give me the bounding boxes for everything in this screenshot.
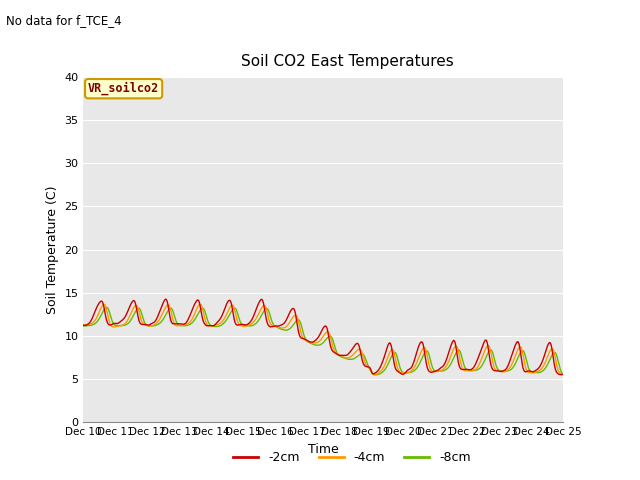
-4cm [88,321,96,326]
-8cm [138,312,146,317]
Title: Soil CO2 East Temperatures: Soil CO2 East Temperatures [241,54,454,69]
-8cm [212,324,220,329]
Text: VR_soilco2: VR_soilco2 [88,82,159,96]
-4cm [559,371,567,377]
-4cm [79,322,87,328]
-8cm [396,365,404,371]
-8cm [79,323,87,329]
-2cm [187,311,195,317]
-8cm [88,322,96,328]
-8cm [383,365,390,371]
-2cm [162,296,170,302]
-8cm [372,372,380,378]
-2cm [396,370,403,375]
-4cm [196,301,204,307]
-8cm [559,371,567,377]
Line: -2cm: -2cm [83,299,563,374]
-2cm [79,323,87,328]
-4cm [383,359,390,364]
Line: -4cm: -4cm [83,304,563,374]
-2cm [559,372,567,377]
-4cm [212,322,220,328]
-8cm [187,321,195,327]
-2cm [382,349,390,355]
Legend: -2cm, -4cm, -8cm: -2cm, -4cm, -8cm [228,446,476,469]
-4cm [138,317,145,323]
-2cm [557,372,565,377]
-4cm [396,370,404,375]
X-axis label: Time: Time [308,443,339,456]
-2cm [138,321,145,327]
-4cm [371,372,379,377]
Y-axis label: Soil Temperature (C): Soil Temperature (C) [45,185,59,314]
-2cm [88,316,96,322]
-2cm [212,321,220,326]
-4cm [186,319,194,325]
Line: -8cm: -8cm [83,307,563,375]
-8cm [103,304,111,310]
Text: No data for f_TCE_4: No data for f_TCE_4 [6,14,122,27]
